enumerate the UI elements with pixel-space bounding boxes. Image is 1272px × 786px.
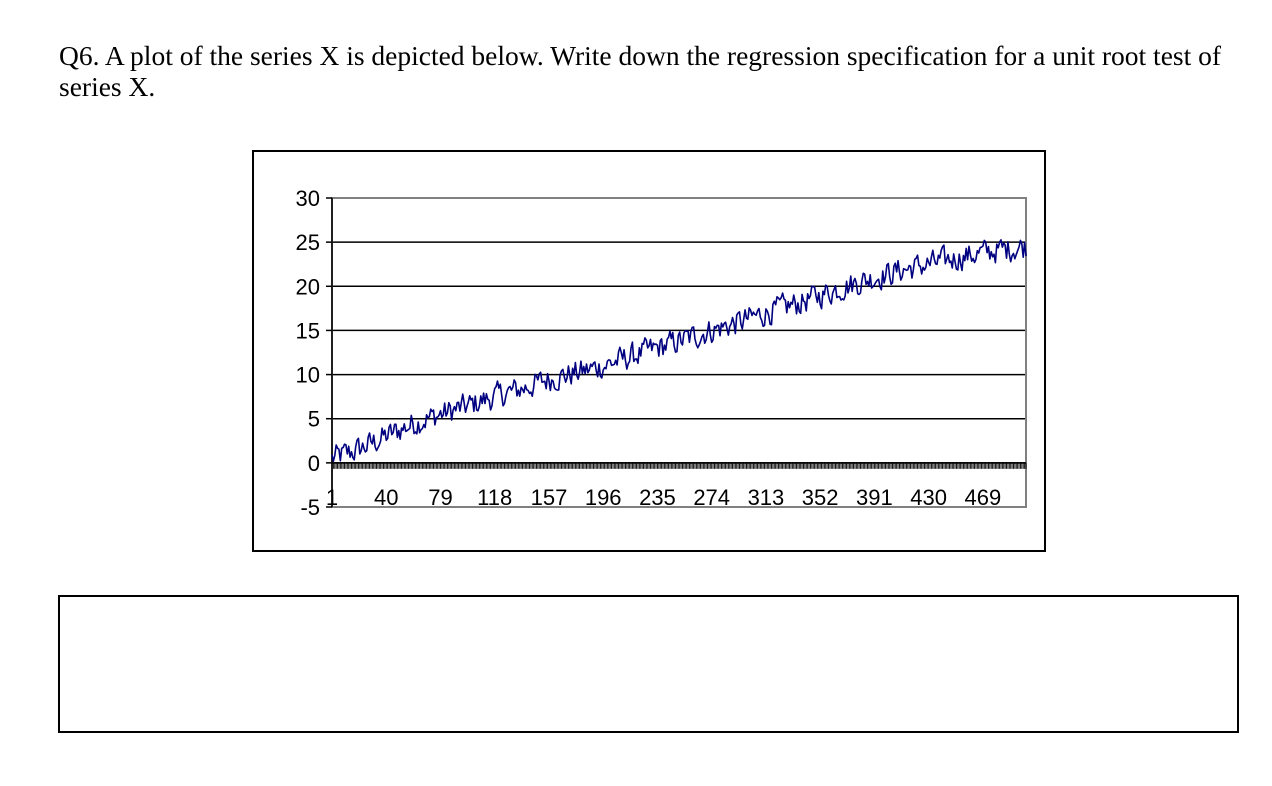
line-chart: 30 25 20 15 10 5 0 -5 1 40 79 118 157 196 235 274 313 35… xyxy=(296,186,1027,520)
x-tick-label: 352 xyxy=(802,485,839,510)
x-tick-label: 235 xyxy=(639,485,676,510)
y-tick-label: 5 xyxy=(308,407,320,432)
x-tick-label: 79 xyxy=(428,485,452,510)
x-tick-label: 118 xyxy=(477,485,512,510)
y-axis-tick-labels: 30 25 20 15 10 5 0 -5 xyxy=(296,186,320,520)
x-tick-label: 274 xyxy=(693,485,730,510)
series-x-polyline xyxy=(331,239,1027,463)
axes xyxy=(326,197,1027,508)
plot-area-border xyxy=(331,197,1027,508)
x-tick-label: 313 xyxy=(748,485,785,510)
x-tick-label: 391 xyxy=(856,485,893,510)
x-tick-label: 157 xyxy=(531,485,568,510)
answer-box[interactable] xyxy=(58,595,1239,733)
question-text: Q6. A plot of the series X is depicted b… xyxy=(59,40,1222,102)
x-tick-label: 469 xyxy=(965,485,1002,510)
y-tick-label: 0 xyxy=(308,451,320,476)
y-tick-label: 30 xyxy=(296,186,320,211)
y-tick-label: -5 xyxy=(300,495,320,520)
y-tick-label: 20 xyxy=(296,274,320,299)
x-axis-tick-labels: 1 40 79 118 157 196 235 274 313 352 391 430 469 xyxy=(326,485,1001,510)
y-tick-label: 10 xyxy=(296,363,320,388)
x-tick-label: 1 xyxy=(326,485,338,510)
gridlines xyxy=(332,241,1026,464)
y-tick-label: 25 xyxy=(296,230,320,255)
series-x-chart: 30 25 20 15 10 5 0 -5 1 40 79 118 157 196 235 274 313 35… xyxy=(252,150,1046,552)
x-tick-label: 430 xyxy=(910,485,947,510)
x-tick-label: 40 xyxy=(374,485,398,510)
x-tick-label: 196 xyxy=(585,485,622,510)
y-tick-label: 15 xyxy=(296,318,320,343)
series-x-line xyxy=(331,239,1027,463)
